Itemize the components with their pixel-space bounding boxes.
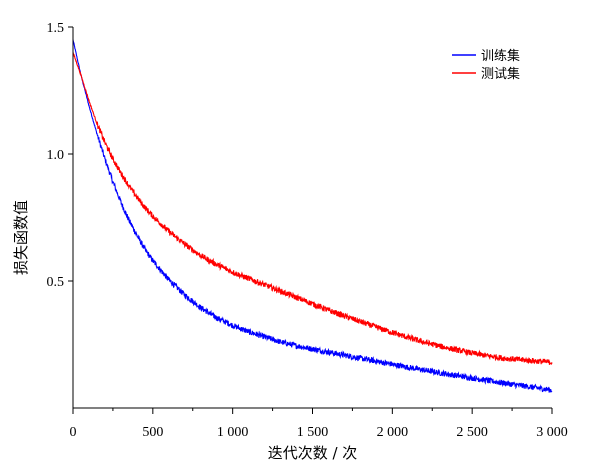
y-tick-label: 0.5 [47,275,65,290]
y-ticks: 0.5 1.0 1.5 [47,21,73,290]
y-axis-label: 损失函数值 [12,200,30,275]
series-line-train [72,39,553,393]
legend-label: 测试集 [481,66,520,82]
x-tick-label: 500 [142,425,163,440]
x-tick-label: 1 000 [217,425,249,440]
x-axis-label: 迭代次数 / 次 [268,444,358,462]
x-tick-label: 1 500 [297,425,329,440]
x-tick-label: 2 000 [377,425,409,440]
y-tick-label: 1.0 [47,148,65,163]
series-line-test [72,51,553,365]
x-tick-label: 2 500 [456,425,488,440]
y-tick-label: 1.5 [47,21,65,36]
plot-area [72,39,553,393]
x-ticks: 0 500 1 000 1 500 2 000 2 500 3 000 [70,408,568,440]
x-tick-label: 0 [70,425,77,440]
legend-label: 训练集 [481,48,520,64]
x-tick-label: 3 000 [536,425,568,440]
